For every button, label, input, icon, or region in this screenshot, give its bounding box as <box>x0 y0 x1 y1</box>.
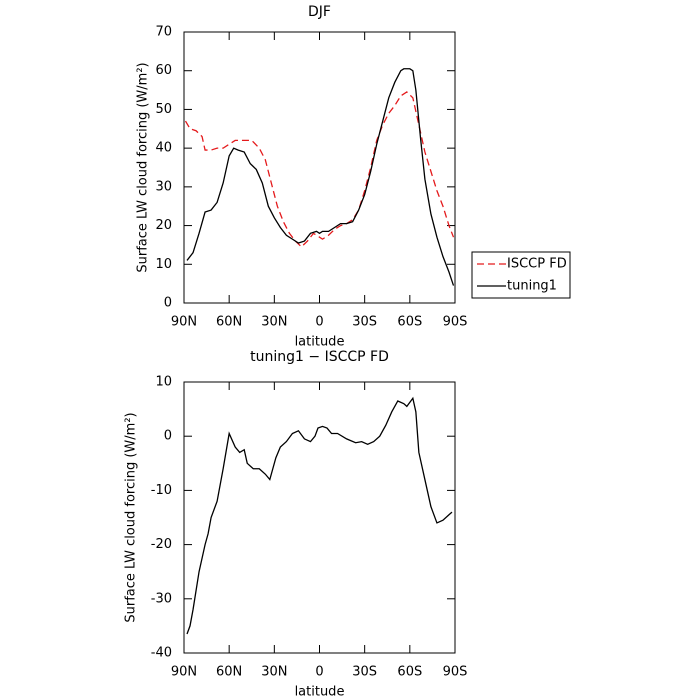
chart: DJF latitude Surface LW cloud forcing (W/m… <box>136 4 571 350</box>
x-tick-label: 60N <box>216 665 242 680</box>
x-tick-label: 0 <box>315 315 323 330</box>
legend-box <box>471 251 571 299</box>
legend: ISCCP FD tuning1 <box>471 251 571 299</box>
x-tick-label: 90N <box>171 315 197 330</box>
x-axis-label: latitude <box>295 335 345 350</box>
chart-title: DJF <box>308 4 331 20</box>
x-tick-label: 60S <box>397 665 422 680</box>
chart: tuning1 − ISCCP FD latitude Surface LW clo… <box>124 349 468 700</box>
y-tick-label: 20 <box>155 218 172 233</box>
y-tick-label: 0 <box>164 429 172 444</box>
y-tick-label: -20 <box>151 537 172 552</box>
legend-label: ISCCP FD <box>507 257 567 272</box>
line <box>184 91 455 248</box>
y-tick-label: 70 <box>155 25 172 40</box>
y-tick-label: 40 <box>155 141 172 156</box>
y-tick-label: -30 <box>151 591 172 606</box>
x-tick-label: 30N <box>261 665 287 680</box>
plot-frame <box>183 31 456 304</box>
line <box>186 396 453 635</box>
x-tick-label: 90S <box>443 665 468 680</box>
line <box>186 68 455 286</box>
y-tick-label: 0 <box>164 296 172 311</box>
x-tick-label: 60N <box>216 315 242 330</box>
legend-label: tuning1 <box>507 279 557 294</box>
x-tick-label: 0 <box>315 665 323 680</box>
y-tick-label: 60 <box>155 63 172 78</box>
y-tick-label: 10 <box>155 375 172 390</box>
y-axis-label: Surface LW cloud forcing (W/m²) <box>136 62 151 272</box>
x-tick-label: 90N <box>171 665 197 680</box>
x-tick-label: 30S <box>352 315 377 330</box>
y-tick-label: 30 <box>155 179 172 194</box>
x-tick-label: 90S <box>443 315 468 330</box>
x-tick-label: 60S <box>397 315 422 330</box>
plot-frame <box>183 381 456 654</box>
y-tick-label: -10 <box>151 483 172 498</box>
y-tick-label: 50 <box>155 102 172 117</box>
y-axis-label: Surface LW cloud forcing (W/m²) <box>124 412 139 622</box>
x-tick-label: 30S <box>352 665 377 680</box>
x-axis-label: latitude <box>295 685 345 700</box>
x-tick-label: 30N <box>261 315 287 330</box>
y-tick-label: 10 <box>155 257 172 272</box>
y-tick-label: -40 <box>151 646 172 661</box>
chart-title: tuning1 − ISCCP FD <box>250 349 389 365</box>
